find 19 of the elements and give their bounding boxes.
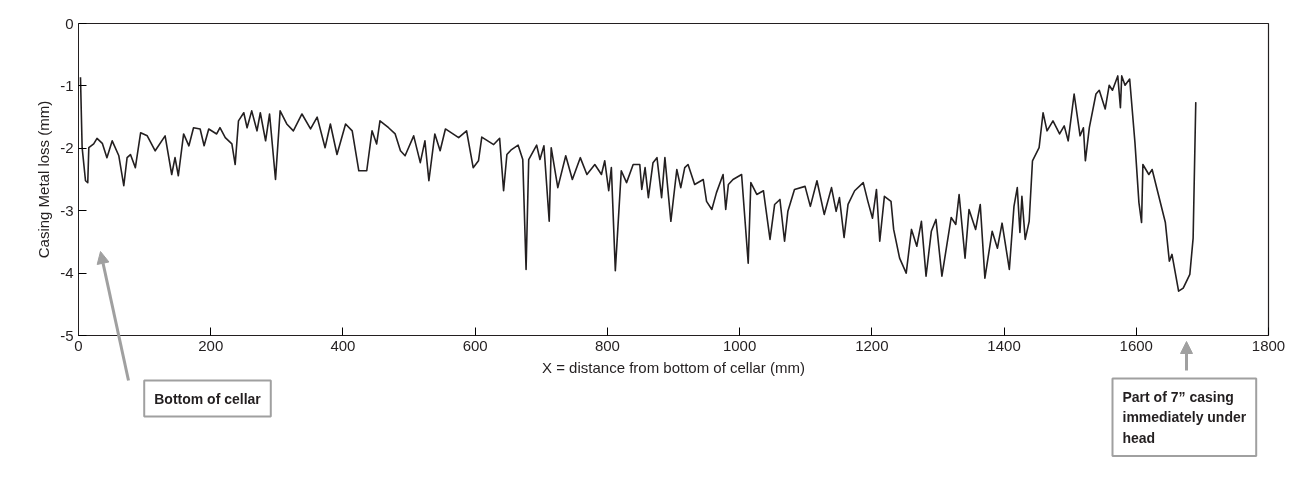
x-tick-label: 600 [462,336,488,354]
y-tick-label: -3 [60,201,74,219]
x-tick-label: 1200 [855,336,889,354]
x-axis-title: X = distance from bottom of cellar (mm) [542,358,805,376]
y-tick-label: -1 [60,76,74,94]
text: Part of 7” casing immediately under head [1122,388,1247,447]
y-tick-label: -2 [60,139,74,157]
x-tick-label: 200 [198,336,224,354]
x-tick-label: 1800 [1251,336,1286,354]
y-tick-label: 0 [65,14,74,32]
y-axis-title: Casing Metal loss (mm) [35,100,53,259]
x-tick-label: 1000 [722,336,757,354]
y-tick-label: -4 [60,264,74,282]
y-tick-label: -5 [60,326,74,344]
x-tick-label: 800 [594,336,620,354]
x-tick-label: 400 [330,336,356,354]
x-tick-label: 1600 [1119,336,1153,354]
x-tick-label: 1400 [987,336,1021,354]
text: Bottom of cellar [154,390,262,407]
